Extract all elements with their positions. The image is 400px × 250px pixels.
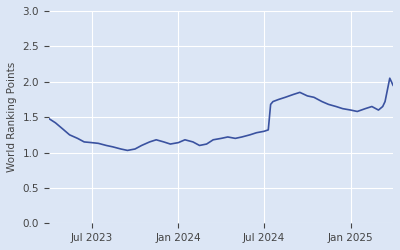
Y-axis label: World Ranking Points: World Ranking Points — [7, 62, 17, 172]
